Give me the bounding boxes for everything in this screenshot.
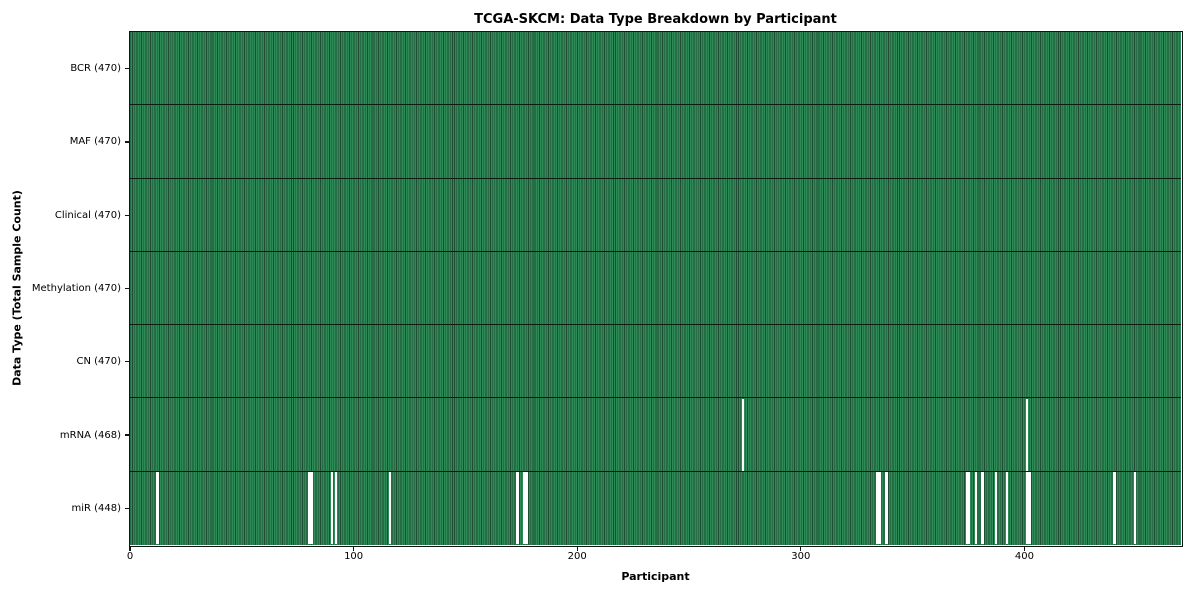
x-tick-label-100: 100 <box>344 551 364 562</box>
chart-title: TCGA-SKCM: Data Type Breakdown by Partic… <box>474 12 837 27</box>
absence-marker-mir-375 <box>968 471 971 544</box>
absence-marker-mir-334 <box>876 471 879 544</box>
y-tick-label-cn: CN (470) <box>76 356 121 368</box>
absence-marker-mir-440 <box>1113 471 1116 544</box>
row-separator <box>129 177 1181 179</box>
y-tick-mark <box>125 507 129 509</box>
absence-marker-mir-335 <box>878 471 881 544</box>
x-tick-mark <box>353 546 355 551</box>
x-tick-label-0: 0 <box>126 551 134 562</box>
x-tick-mark <box>129 546 131 551</box>
y-tick-label-bcr: BCR (470) <box>70 63 121 75</box>
row-separator <box>129 470 1181 472</box>
heatmap-canvas <box>129 31 1181 545</box>
y-tick-label-clinical: Clinical (470) <box>54 209 121 221</box>
y-tick-mark <box>125 434 129 436</box>
y-tick-mark <box>125 361 129 363</box>
absence-marker-mir-387 <box>994 471 998 544</box>
absence-marker-mir-402 <box>1028 471 1031 544</box>
absence-marker-mir-401 <box>1026 471 1029 544</box>
absence-marker-mir-449 <box>1133 471 1136 544</box>
plot-area: Present Absent <box>128 30 1183 547</box>
y-tick-label-mir: miR (448) <box>71 502 121 514</box>
absence-marker-mir-378 <box>974 471 977 544</box>
y-tick-label-mrna: mRNA (468) <box>59 429 121 441</box>
y-tick-mark <box>125 214 129 216</box>
absence-marker-mir-80 <box>308 471 311 544</box>
absence-marker-mir-381 <box>981 471 984 544</box>
y-tick-label-methylation: Methylation (470) <box>31 283 121 294</box>
row-separator <box>129 397 1181 399</box>
absence-marker-mir-116 <box>388 471 392 544</box>
row-separator <box>129 324 1181 326</box>
x-axis-label: Participant <box>621 570 690 583</box>
x-tick-label-400: 400 <box>1014 551 1034 562</box>
x-tick-mark <box>576 546 578 551</box>
x-tick-mark <box>800 546 802 551</box>
absence-marker-mir-176 <box>523 471 526 544</box>
absence-marker-mrna-274 <box>742 398 745 471</box>
y-tick-mark <box>125 287 129 290</box>
x-tick-mark <box>1023 546 1026 551</box>
absence-marker-mir-374 <box>965 471 969 544</box>
x-tick-label-200: 200 <box>567 551 587 562</box>
x-tick-label-300: 300 <box>791 551 811 562</box>
absence-marker-mir-12 <box>156 471 159 544</box>
absence-marker-mir-173 <box>516 471 519 544</box>
y-tick-mark <box>125 68 129 70</box>
absence-marker-mir-392 <box>1006 471 1009 544</box>
absence-marker-mir-177 <box>525 471 528 544</box>
absence-marker-mrna-401 <box>1026 398 1029 471</box>
absence-marker-mir-338 <box>885 471 888 544</box>
absence-marker-mir-92 <box>335 471 338 544</box>
absence-marker-mir-90 <box>330 471 333 544</box>
row-separator <box>129 250 1181 252</box>
row-separator <box>129 104 1181 106</box>
absence-marker-mir-81 <box>310 471 313 544</box>
y-tick-label-maf: MAF (470) <box>69 136 121 148</box>
y-tick-mark <box>125 141 129 143</box>
